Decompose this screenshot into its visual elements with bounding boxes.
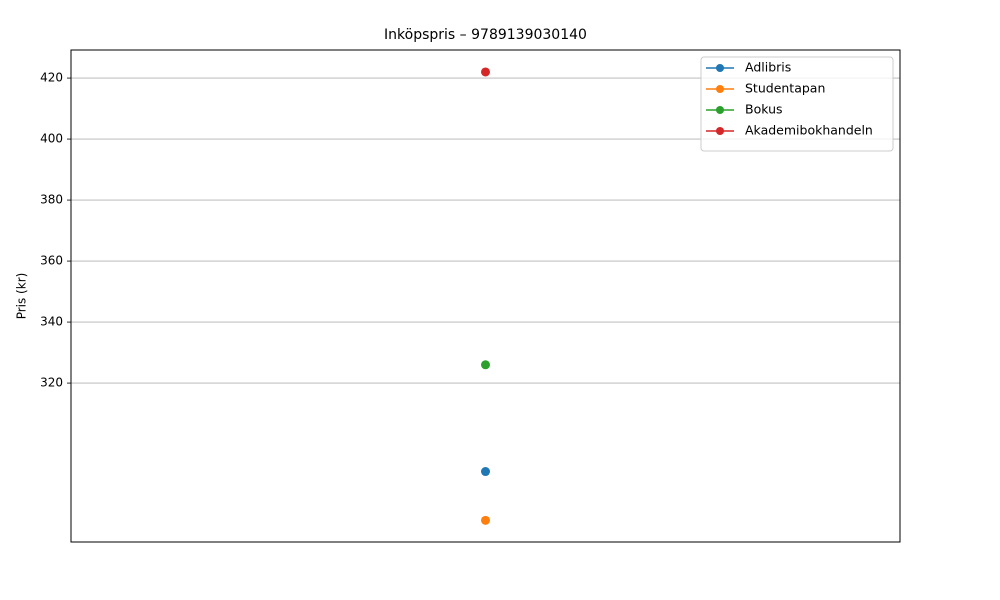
y-tick-label: 380 [40,193,63,207]
axes-frame [70,49,901,543]
y-tick-label: 320 [40,376,63,390]
legend-marker [716,127,724,135]
data-point [481,515,490,525]
legend-frame [700,56,894,152]
y-tick-label: 360 [40,254,63,268]
legend-label: Bokus [745,102,783,117]
data-point [481,67,490,77]
y-tick-label: 400 [40,132,63,146]
legend-marker [716,85,724,93]
legend-marker [716,106,724,114]
plot-area: 320 340 360 380 400 420 [40,67,900,525]
data-point [481,360,490,370]
y-tick-label: 420 [40,71,63,85]
legend-label: Studentapan [745,81,825,96]
legend-label: Adlibris [745,60,791,75]
y-axis-label: Pris (kr) [15,273,29,320]
legend: Adlibris Studentapan Bokus Akademibokhandel… [700,56,894,152]
chart-title: Inköpspris – 9789139030140 [384,27,587,43]
y-tick-label: 340 [40,315,63,329]
data-point [481,467,490,477]
legend-label: Akademibokhandeln [745,123,873,138]
legend-marker [716,64,724,72]
